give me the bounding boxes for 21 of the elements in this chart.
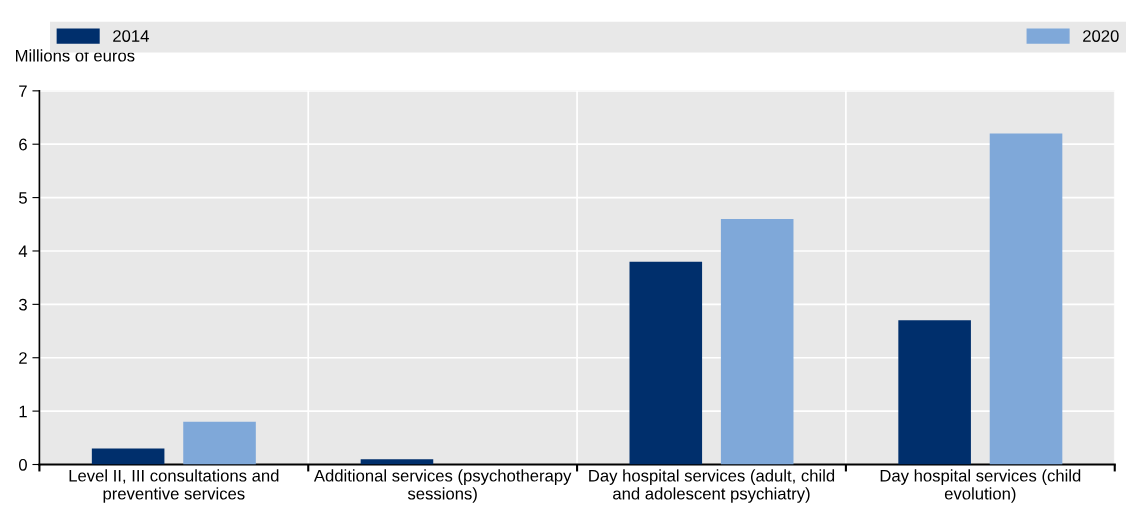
x-tick-label: Additional services (psychotherapy sessions): [313, 469, 572, 503]
y-tick-label: 7: [19, 85, 27, 97]
legend-label: 2014: [113, 30, 149, 42]
x-tick-label: Level II, III consultations and preventive services: [69, 469, 279, 503]
x-tick-label: Day hospital services (adult, child and adolescent psychiatry): [589, 469, 835, 503]
bar: [360, 459, 434, 465]
bar: [91, 448, 165, 465]
y-tick-label: 2: [19, 352, 27, 364]
bar: [183, 421, 256, 465]
y-tick-label: 3: [18, 298, 27, 311]
bar: [989, 133, 1063, 465]
y-tick-label: 6: [19, 138, 27, 151]
y-tick-label: 0: [18, 458, 27, 471]
y-tick-label: 1: [19, 405, 27, 418]
legend-label: 2020: [1083, 30, 1119, 42]
bar: [629, 261, 703, 465]
bar: [720, 218, 794, 465]
bar: [898, 320, 971, 465]
x-tick-label: Day hospital services (child evolution): [880, 469, 1081, 503]
y-tick-label: 4: [18, 245, 28, 258]
y-tick-label: 5: [19, 192, 27, 204]
